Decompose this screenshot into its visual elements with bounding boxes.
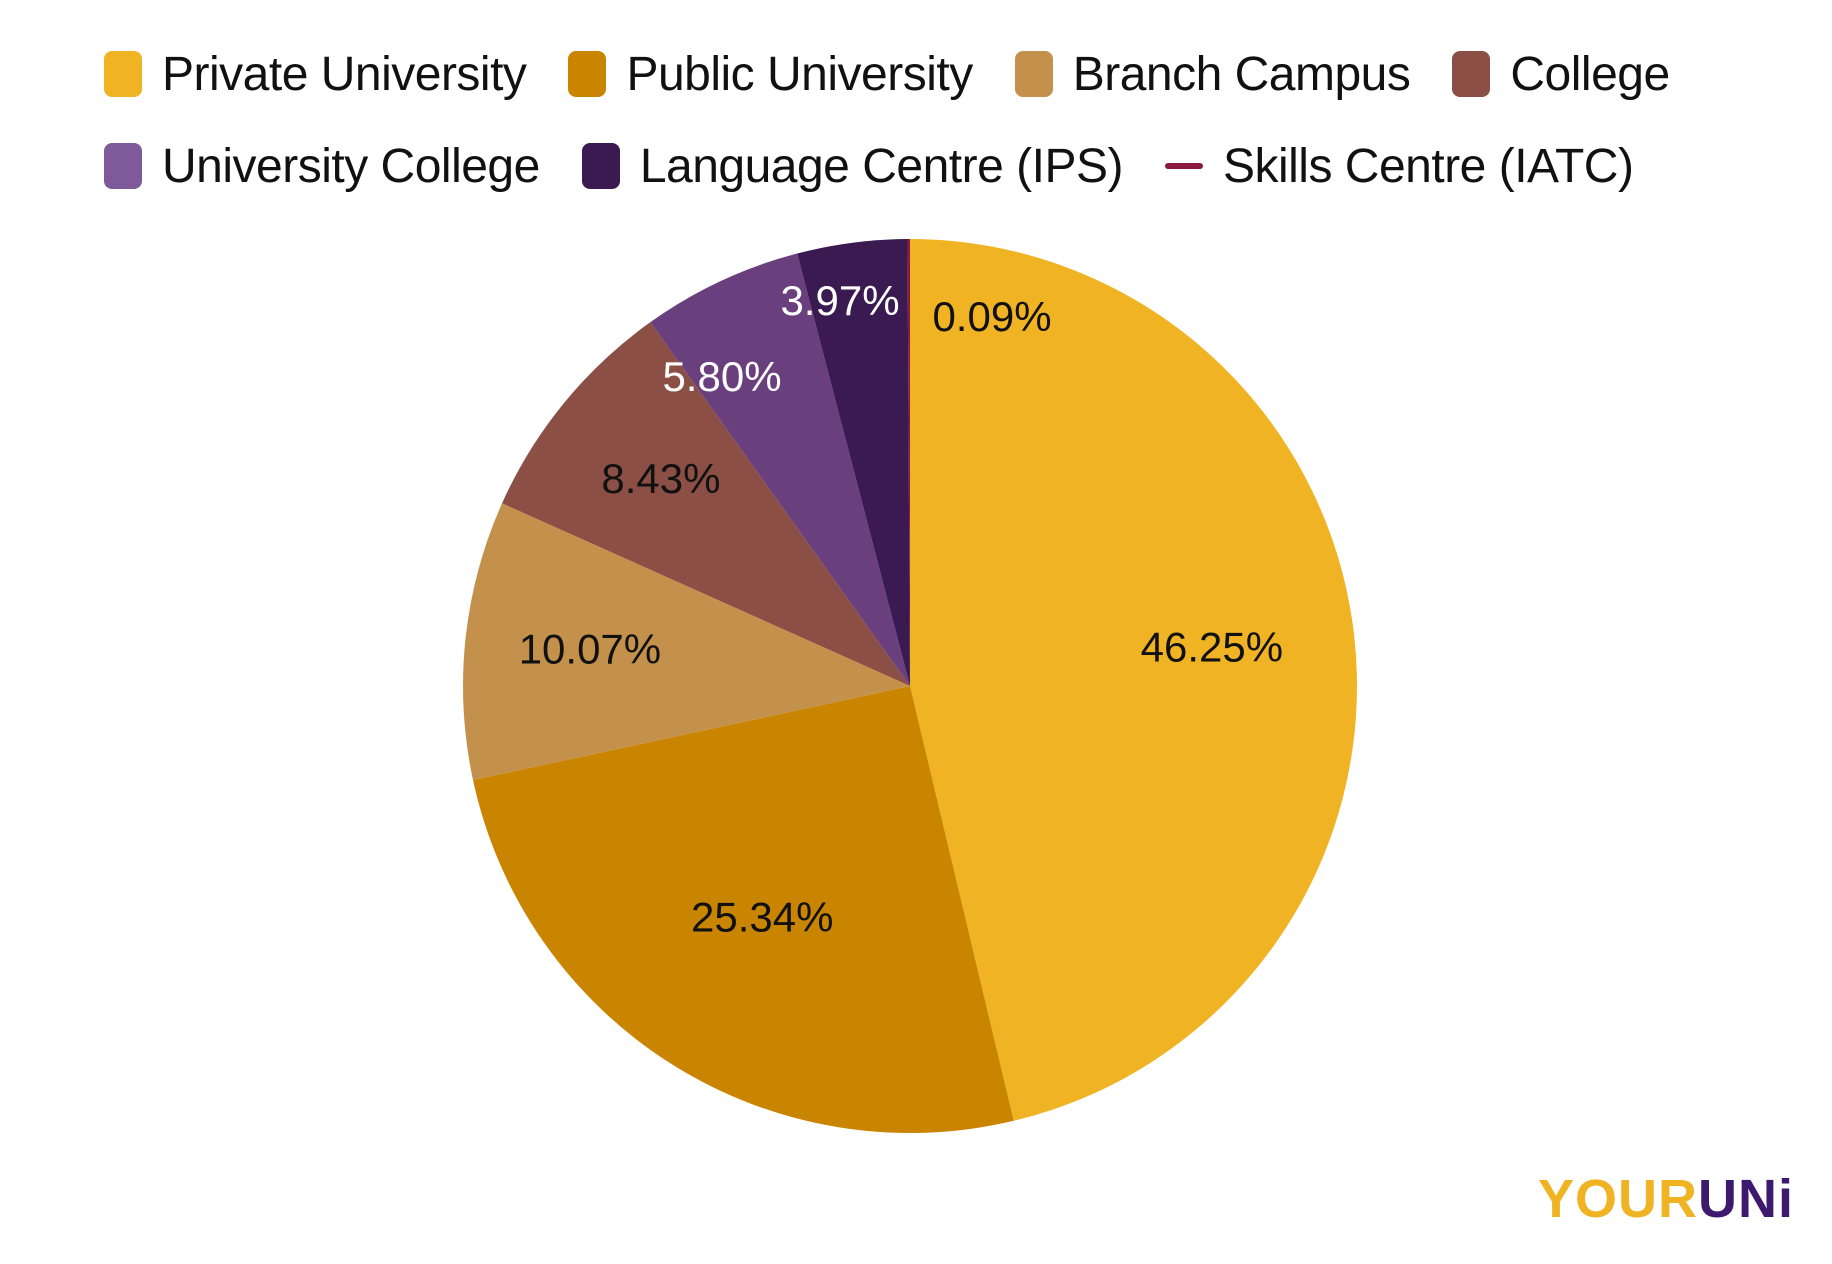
legend-label: College: [1510, 47, 1670, 101]
legend-label: Public University: [626, 47, 973, 101]
legend-label: Branch Campus: [1072, 47, 1411, 101]
slice-label: 10.07%: [519, 626, 661, 673]
legend-swatch: [104, 143, 142, 189]
legend-swatch: [1164, 163, 1203, 169]
slice-label: 25.34%: [691, 894, 833, 941]
pie-slice: [797, 239, 910, 687]
legend-item: Public University: [568, 47, 973, 102]
legend-swatch: [1014, 51, 1053, 97]
pie-slice: [473, 686, 1014, 1133]
legend-item: Private University: [104, 47, 527, 102]
pie-slice: [463, 503, 910, 781]
yourun-logo: YOURUNi: [1538, 1168, 1794, 1230]
legend-item: Branch Campus: [1014, 47, 1411, 102]
pie-slice: [910, 239, 1358, 1121]
legend-swatch: [1452, 51, 1491, 97]
legend-item: Language Centre (IPS): [581, 139, 1124, 194]
pie-slice: [502, 322, 910, 686]
slice-label: 8.43%: [601, 455, 720, 502]
legend-label: Language Centre (IPS): [639, 139, 1124, 193]
slice-label: 46.25%: [1141, 624, 1283, 671]
legend-item: Skills Centre (IATC): [1164, 139, 1634, 194]
pie-slice: [650, 253, 910, 687]
legend: Private University Public University Branc…: [104, 28, 1824, 212]
legend-label: Skills Centre (IATC): [1222, 139, 1634, 193]
slice-label: 0.09%: [932, 293, 1051, 340]
slice-label: 5.80%: [662, 353, 781, 400]
legend-swatch: [568, 51, 607, 97]
legend-row: Private University Public University Branc…: [104, 28, 1824, 120]
slice-label: 3.97%: [780, 277, 899, 324]
legend-item: College: [1452, 47, 1670, 102]
legend-swatch: [581, 143, 620, 189]
legend-label: University College: [162, 139, 540, 193]
logo-part1: YOUR: [1538, 1169, 1699, 1229]
legend-swatch: [104, 51, 142, 97]
legend-row: University College Language Centre (IPS) S…: [104, 120, 1824, 212]
legend-label: Private University: [162, 47, 527, 101]
legend-item: University College: [104, 139, 540, 194]
pie-slice: [907, 239, 910, 686]
logo-part2: UNi: [1698, 1169, 1795, 1229]
